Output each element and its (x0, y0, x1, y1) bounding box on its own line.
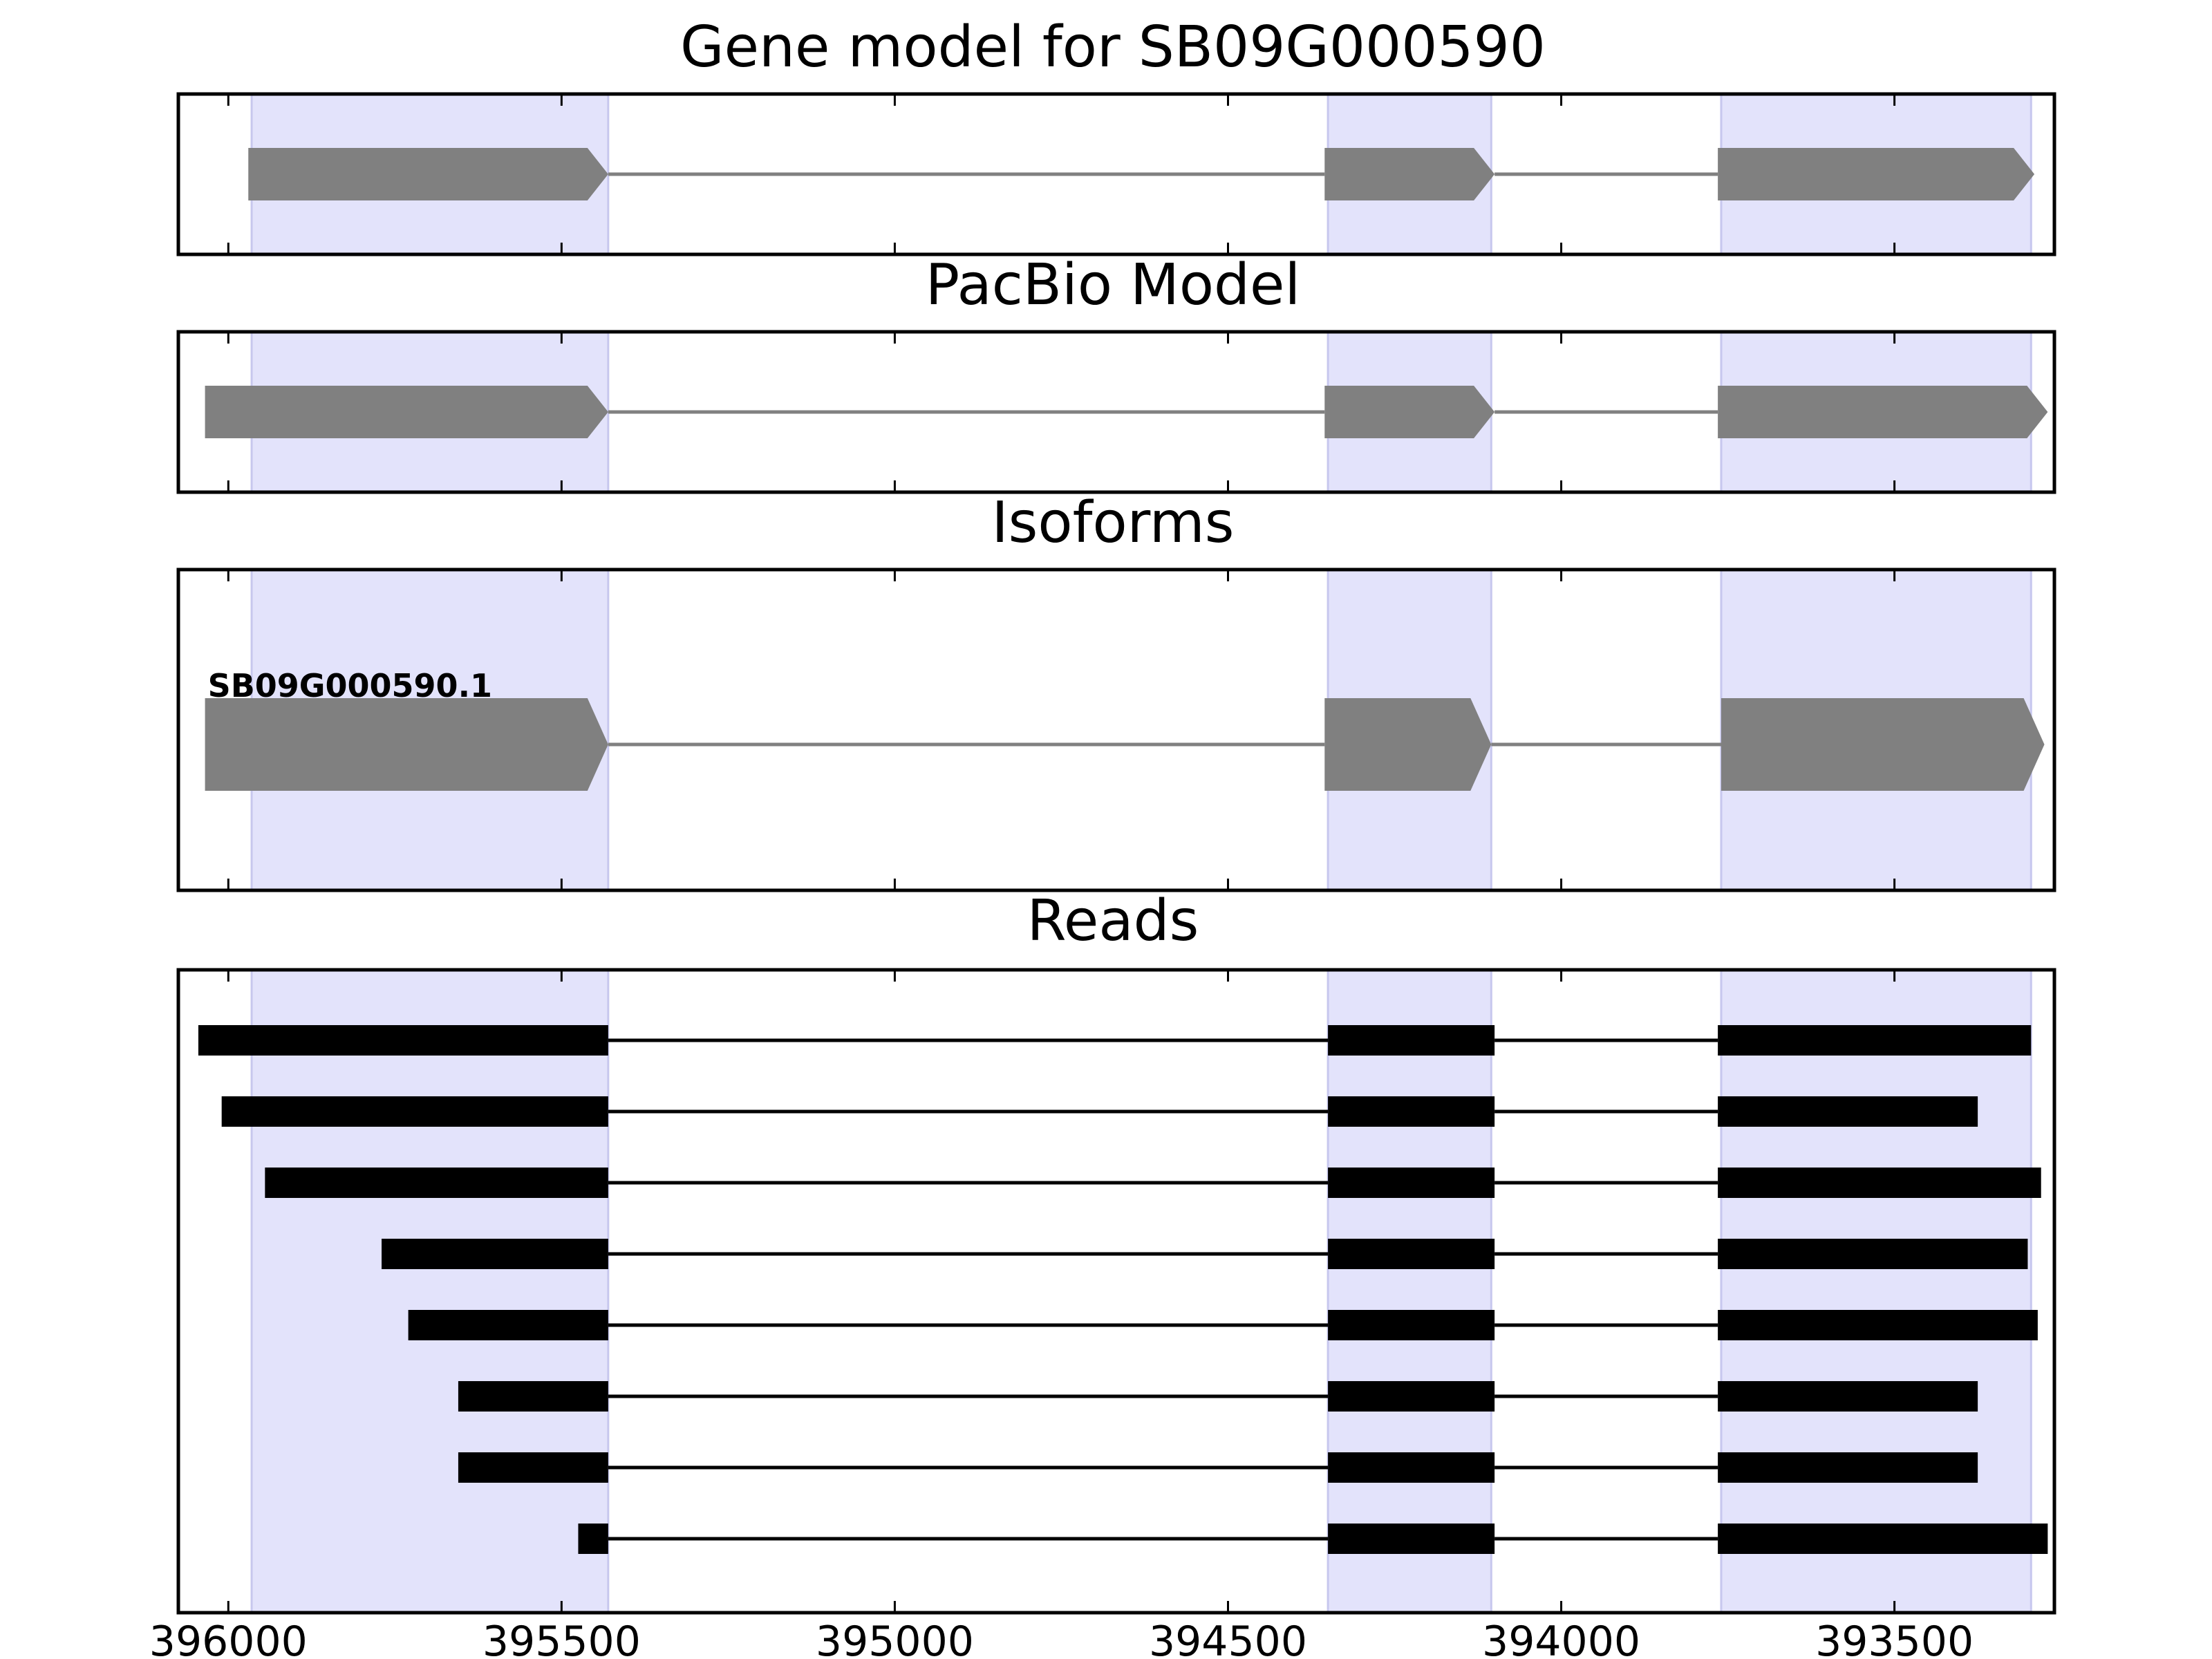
axes-layer: 396000 395500 395000 394500 394000 393500 (149, 92, 2056, 1659)
read-7-exon-1 (458, 1452, 608, 1483)
pacbio-model-exon-1 (205, 386, 608, 438)
read-3-exon-1 (265, 1168, 608, 1198)
read-5-exon-2 (1328, 1310, 1495, 1340)
x-tick-label: 393500 (1815, 1618, 1974, 1659)
read-5-exon-3 (1718, 1310, 2038, 1340)
read-3-exon-3 (1718, 1168, 2041, 1198)
read-6-exon-3 (1718, 1381, 1978, 1412)
read-1-exon-2 (1328, 1025, 1495, 1056)
read-2-exon-2 (1328, 1096, 1495, 1127)
panel-title-reads: Reads (1027, 888, 1199, 954)
read-8-exon-3 (1718, 1524, 2048, 1554)
gene-model-exon-1 (248, 148, 608, 200)
read-5-exon-1 (408, 1310, 608, 1340)
read-4-exon-2 (1328, 1239, 1495, 1269)
gene-model-exon-2 (1324, 148, 1495, 200)
x-tick-label: 396000 (149, 1618, 308, 1659)
read-6-exon-2 (1328, 1381, 1495, 1412)
x-tick-label: 394000 (1482, 1618, 1640, 1659)
x-tick-label: 394500 (1149, 1618, 1307, 1659)
isoform-label: SB09G000590.1 (208, 667, 492, 704)
x-tick-label: 395000 (816, 1618, 974, 1659)
feature-layer: SB09G000590.1 (198, 148, 2048, 1554)
isoform-1-exon-3 (1721, 698, 2045, 791)
exon-highlight-reads-1 (250, 968, 610, 1614)
panel-frame-gene (176, 92, 2056, 256)
panel-title-pacbio-model: PacBio Model (926, 252, 1301, 318)
read-8-exon-1 (578, 1524, 608, 1554)
panel-frame-pacbio (176, 330, 2056, 494)
isoform-1-exon-2 (1324, 698, 1492, 791)
read-2-exon-3 (1718, 1096, 1978, 1127)
pacbio-model-exon-3 (1718, 386, 2048, 438)
panel-title-gene-model: Gene model for SB09G000590 (680, 15, 1546, 80)
exon-highlight-reads-3 (1720, 968, 2032, 1614)
isoform-1-exon-1 (205, 698, 608, 791)
read-7-exon-2 (1328, 1452, 1495, 1483)
read-8-exon-2 (1328, 1524, 1495, 1554)
read-1-exon-1 (198, 1025, 608, 1056)
read-4-exon-3 (1718, 1239, 2028, 1269)
panel-frame-reads (176, 968, 2056, 1615)
pacbio-model-exon-2 (1324, 386, 1495, 438)
panel-title-isoforms: Isoforms (992, 490, 1235, 556)
x-tick-label: 395500 (482, 1618, 641, 1659)
gene-model-exon-3 (1718, 148, 2035, 200)
panel-frame-isoforms (176, 568, 2056, 892)
read-4-exon-1 (382, 1239, 608, 1269)
read-3-exon-2 (1328, 1168, 1495, 1198)
read-2-exon-1 (221, 1096, 608, 1127)
read-7-exon-3 (1718, 1452, 1978, 1483)
read-6-exon-1 (458, 1381, 608, 1412)
exon-highlight-reads-2 (1327, 968, 1492, 1614)
read-1-exon-3 (1718, 1025, 2032, 1056)
